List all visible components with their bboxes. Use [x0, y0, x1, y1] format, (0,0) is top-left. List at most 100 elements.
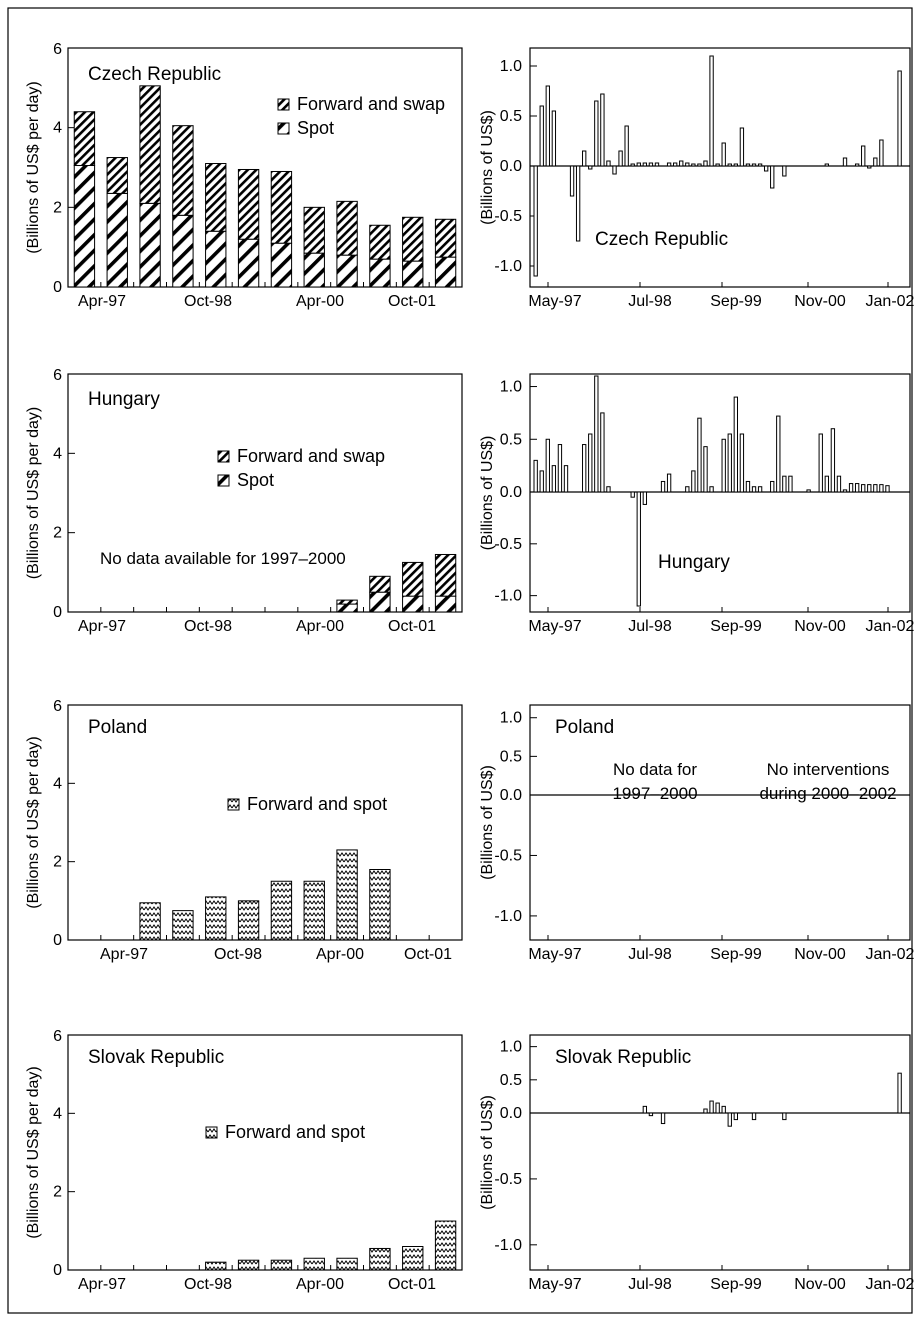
poland-interventions-panel: -1.0 -0.5 0.0 0.5 1.0 May-97 Jul-98 Sep-99 Nov-0… [479, 704, 915, 963]
czech-interventions-bar [648, 162, 654, 167]
czech-volume-bar-forward-and-swap [402, 216, 424, 262]
czech-interventions-bar [685, 162, 690, 167]
czech-interventions-bar [575, 165, 581, 242]
slovak-interventions-bar [642, 1105, 648, 1114]
slovak-volume-ytick-label: 6 [53, 1028, 62, 1045]
slovak-volume-xtick-label: Oct-01 [388, 1276, 436, 1293]
slovak-interventions-ylabel: (Billions of US$) [479, 1095, 496, 1210]
czech-volume-ylabel: (Billions of US$ per day) [25, 81, 42, 254]
hungary-interventions-bar [582, 444, 587, 493]
czech-interventions-bar [569, 165, 575, 197]
poland-volume-ytick-label: 6 [53, 698, 62, 715]
slovak-volume-bar-forward-and-spot [369, 1247, 391, 1271]
hungary-interventions-bar [588, 433, 593, 493]
hungary-volume-ytick-label: 2 [53, 525, 62, 542]
hungary-interventions-bar [836, 475, 842, 493]
czech-volume-panel: 0 2 4 6 Apr-97 Oct-98 Apr-00 Oct-01 Czech Republ… [25, 41, 463, 310]
hungary-interventions-ytick-label: 0.5 [500, 431, 522, 448]
poland-volume-bar-forward-and-spot [369, 869, 391, 941]
czech-interventions-bar [679, 160, 684, 167]
poland-volume-bar-forward-and-spot [303, 880, 325, 941]
czech-volume-bar-spot [434, 256, 457, 288]
hungary-volume-bar-spot [336, 603, 358, 613]
czech-interventions-bar [842, 157, 848, 167]
poland-interventions-xtick-label: Sep-99 [710, 946, 762, 963]
poland-interventions-plot-frame [529, 704, 911, 941]
slovak-volume-bar-forward-and-spot [402, 1246, 424, 1271]
poland-volume-bar-forward-and-spot [172, 910, 194, 941]
czech-interventions-bar [739, 127, 745, 167]
hungary-interventions-bar [751, 486, 757, 493]
poland-volume-legend-swatch [227, 798, 240, 811]
poland-interventions-note: No data for [613, 760, 697, 779]
slovak-interventions-plot-frame [529, 1034, 911, 1271]
poland-volume-bar-forward-and-spot [205, 896, 227, 941]
czech-interventions-bar [551, 110, 557, 167]
slovak-interventions-bar [703, 1108, 708, 1114]
czech-interventions-bar [861, 145, 866, 167]
hungary-volume-legend-swatch [217, 474, 230, 487]
hungary-interventions-bar [745, 480, 751, 493]
poland-volume-plot-frame [67, 704, 463, 941]
czech-interventions-bar [873, 157, 878, 167]
czech-interventions-bar [751, 163, 757, 167]
hungary-interventions-ytick-label: 1.0 [500, 379, 522, 396]
czech-volume-bar-spot [139, 202, 161, 288]
slovak-interventions-bar [733, 1112, 739, 1121]
czech-interventions-xtick-label: Jul-98 [628, 293, 672, 310]
slovak-volume-ylabel: (Billions of US$ per day) [25, 1066, 42, 1239]
czech-interventions-ytick-label: -0.5 [494, 208, 522, 225]
poland-interventions-note: 1997–2000 [612, 784, 697, 803]
czech-interventions-bar [733, 163, 739, 167]
slovak-volume-bar-forward-and-spot [237, 1259, 260, 1271]
hungary-interventions-bar [709, 486, 714, 493]
hungary-volume-bar-forward-and-swap [336, 599, 358, 605]
czech-volume-xtick-label: Oct-98 [184, 293, 232, 310]
czech-volume-xtick-label: Apr-97 [78, 293, 126, 310]
czech-interventions-bar [582, 150, 587, 167]
slovak-interventions-bar [727, 1112, 732, 1127]
hungary-interventions-bar [727, 433, 732, 493]
czech-interventions-xtick-label: Sep-99 [710, 293, 762, 310]
czech-volume-bar-forward-and-swap [205, 163, 227, 232]
poland-interventions-ytick-label: 0.5 [500, 748, 522, 765]
hungary-volume-bar-spot [402, 595, 424, 613]
czech-interventions-bar [673, 162, 678, 167]
poland-volume-bar-forward-and-spot [139, 902, 161, 941]
czech-interventions-ylabel: (Billions of US$) [479, 110, 496, 225]
hungary-volume-bar-spot [369, 591, 391, 613]
slovak-volume-xtick-label: Apr-97 [78, 1276, 126, 1293]
czech-interventions-title: Czech Republic [595, 229, 728, 250]
czech-volume-bar-forward-and-swap [303, 206, 325, 254]
poland-volume-ylabel: (Billions of US$ per day) [25, 736, 42, 909]
hungary-interventions-bar [606, 486, 611, 493]
czech-volume-bar-spot [73, 165, 96, 288]
hungary-volume-bar-forward-and-swap [402, 561, 424, 597]
poland-volume-legend-label: Forward and spot [247, 794, 387, 814]
slovak-volume-legend-label: Forward and spot [225, 1122, 365, 1142]
hungary-interventions-bar [854, 483, 860, 493]
czech-interventions-bar [624, 125, 629, 167]
slovak-interventions-bar [721, 1105, 726, 1114]
poland-interventions-note: No interventions [767, 760, 890, 779]
czech-interventions-bar [545, 85, 550, 167]
hungary-interventions-ytick-label: -0.5 [494, 536, 522, 553]
poland-volume-xtick-label: Apr-97 [100, 946, 148, 963]
czech-interventions-bar [630, 163, 635, 167]
czech-volume-bar-forward-and-swap [237, 168, 260, 240]
poland-volume-title: Poland [88, 717, 147, 738]
poland-volume-xtick-label: Oct-01 [404, 946, 452, 963]
czech-interventions-plot-frame [529, 47, 911, 288]
hungary-interventions-bar [594, 375, 599, 493]
hungary-interventions-bar [557, 444, 563, 493]
poland-interventions-xtick-label: Jan-02 [866, 946, 915, 963]
hungary-interventions-bar [879, 484, 884, 493]
slovak-interventions-xtick-label: Nov-00 [794, 1276, 846, 1293]
slovak-interventions-title: Slovak Republic [555, 1047, 691, 1068]
hungary-interventions-bar [545, 438, 550, 493]
slovak-volume-bar-forward-and-spot [336, 1257, 358, 1271]
hungary-interventions-bar [770, 480, 775, 493]
czech-volume-bar-spot [402, 260, 424, 288]
slovak-volume-xtick-label: Oct-98 [184, 1276, 232, 1293]
czech-volume-bar-spot [106, 192, 128, 288]
